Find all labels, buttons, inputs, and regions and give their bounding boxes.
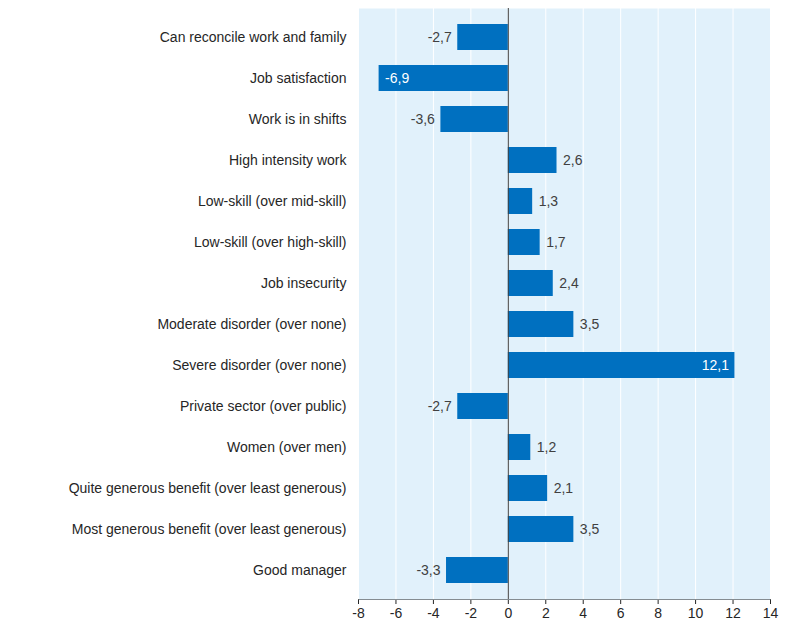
svg-text:-2,7: -2,7 — [428, 398, 452, 414]
svg-text:Good manager: Good manager — [253, 562, 347, 578]
svg-text:12,1: 12,1 — [702, 357, 729, 373]
svg-text:3,5: 3,5 — [580, 316, 600, 332]
svg-text:-8: -8 — [352, 605, 365, 621]
svg-text:14: 14 — [763, 605, 779, 621]
svg-text:10: 10 — [688, 605, 704, 621]
svg-text:High intensity work: High intensity work — [229, 152, 347, 168]
svg-text:Private sector (over public): Private sector (over public) — [180, 398, 347, 414]
svg-text:Work is in shifts: Work is in shifts — [249, 111, 347, 127]
svg-text:-6: -6 — [390, 605, 403, 621]
svg-text:2,4: 2,4 — [559, 275, 579, 291]
svg-text:Low-skill (over high-skill): Low-skill (over high-skill) — [194, 234, 346, 250]
svg-text:-4: -4 — [427, 605, 440, 621]
svg-text:2: 2 — [542, 605, 550, 621]
svg-text:Job satisfaction: Job satisfaction — [250, 70, 347, 86]
svg-text:Low-skill (over mid-skill): Low-skill (over mid-skill) — [198, 193, 347, 209]
svg-text:1,7: 1,7 — [546, 234, 566, 250]
svg-text:0: 0 — [504, 605, 512, 621]
svg-text:Moderate disorder (over none): Moderate disorder (over none) — [157, 316, 346, 332]
svg-text:-6,9: -6,9 — [385, 70, 409, 86]
svg-text:Quite generous benefit (over l: Quite generous benefit (over least gener… — [69, 480, 347, 496]
svg-text:4: 4 — [579, 605, 587, 621]
svg-text:6: 6 — [617, 605, 625, 621]
svg-text:-3,6: -3,6 — [411, 111, 435, 127]
svg-text:1,3: 1,3 — [539, 193, 559, 209]
svg-text:2,6: 2,6 — [563, 152, 583, 168]
svg-text:12: 12 — [725, 605, 741, 621]
svg-text:-3,3: -3,3 — [416, 562, 440, 578]
svg-text:Job insecurity: Job insecurity — [261, 275, 347, 291]
svg-text:3,5: 3,5 — [580, 521, 600, 537]
svg-text:-2: -2 — [465, 605, 478, 621]
svg-text:Can reconcile work and family: Can reconcile work and family — [160, 29, 347, 45]
svg-text:8: 8 — [654, 605, 662, 621]
svg-text:1,2: 1,2 — [537, 439, 557, 455]
svg-text:2,1: 2,1 — [554, 480, 574, 496]
svg-text:Women (over men): Women (over men) — [227, 439, 347, 455]
svg-text:-2,7: -2,7 — [428, 29, 452, 45]
svg-text:Severe disorder (over none): Severe disorder (over none) — [172, 357, 346, 373]
svg-text:Most generous benefit (over le: Most generous benefit (over least genero… — [72, 521, 347, 537]
